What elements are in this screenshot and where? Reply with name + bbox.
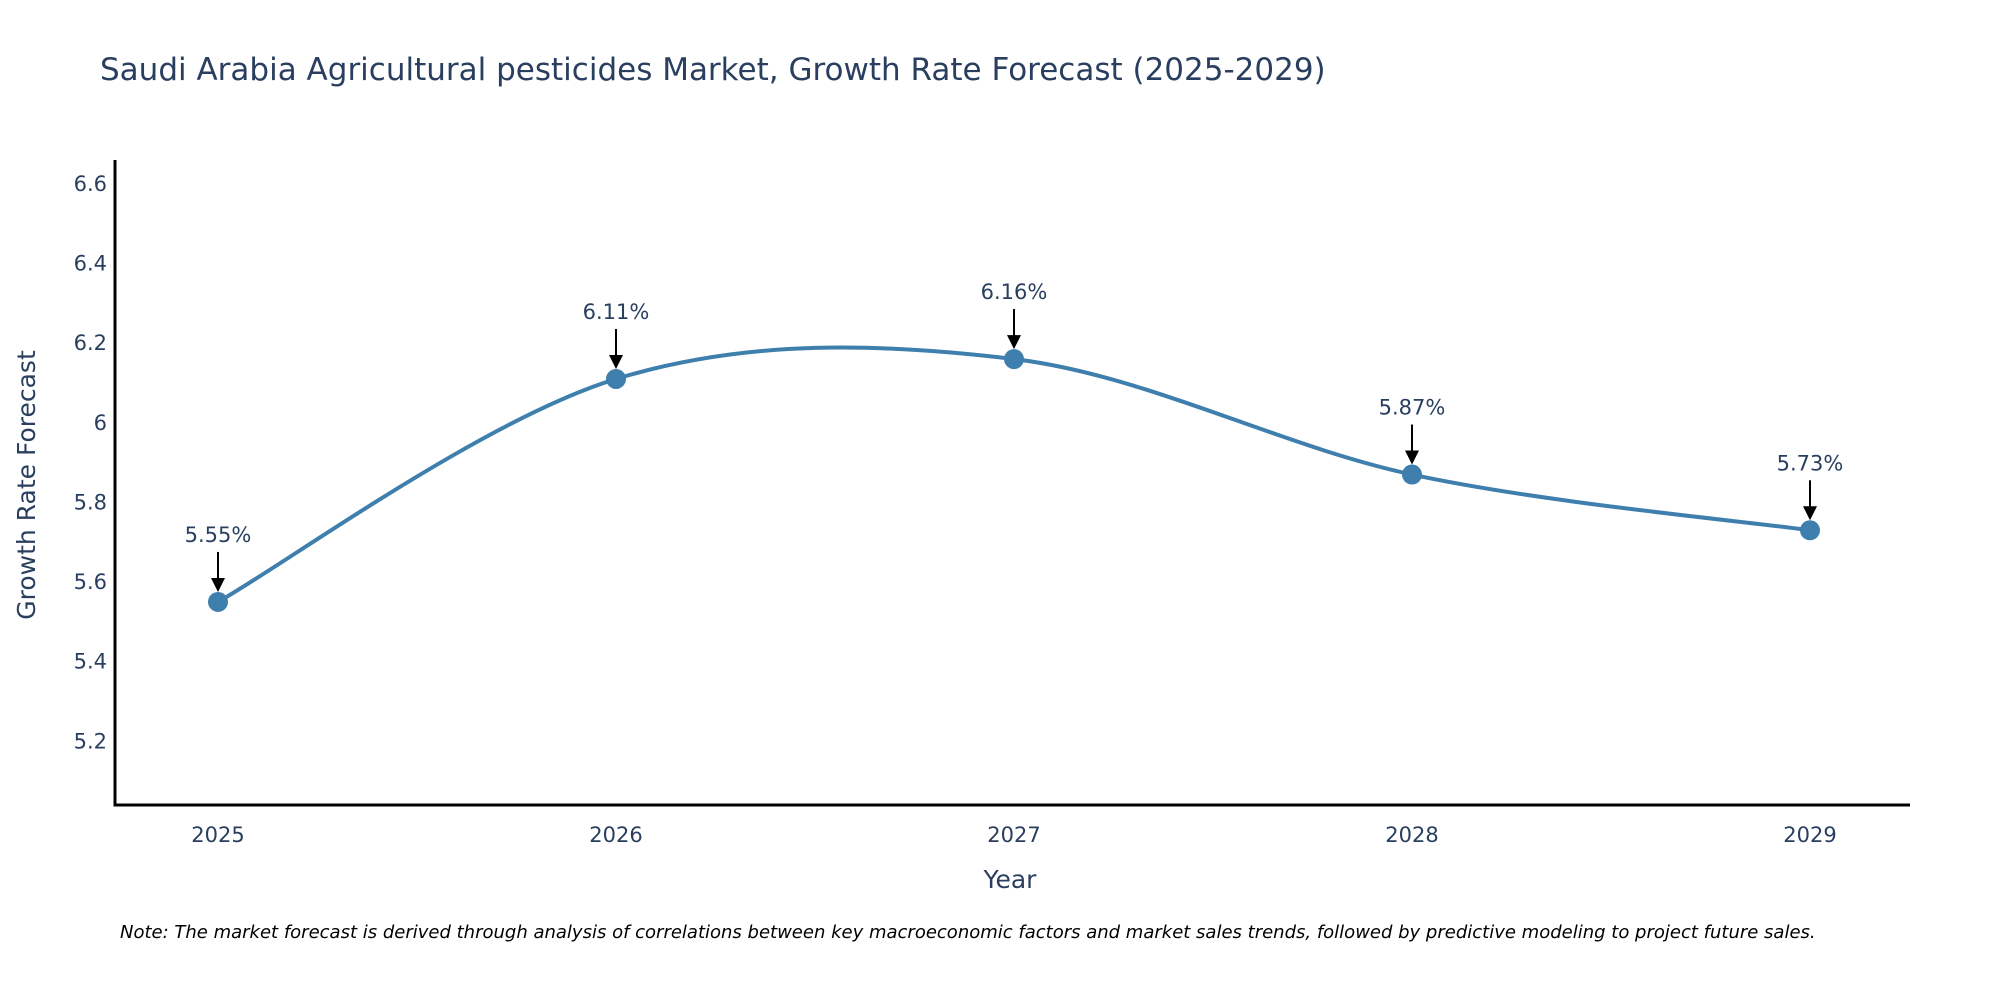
annotation-arrow-head bbox=[609, 354, 623, 369]
y-tick-label: 5.6 bbox=[74, 570, 107, 594]
data-markers bbox=[208, 349, 1820, 612]
x-tick-label: 2026 bbox=[589, 823, 642, 847]
annotation-arrow-head bbox=[211, 577, 225, 592]
x-axis-ticks: 2025 2026 2027 2028 2029 bbox=[191, 823, 1836, 847]
x-tick-label: 2028 bbox=[1385, 823, 1438, 847]
data-label: 5.87% bbox=[1379, 396, 1446, 420]
y-tick-label: 6.2 bbox=[74, 331, 107, 355]
x-axis-title: Year bbox=[983, 865, 1038, 894]
x-tick-label: 2027 bbox=[987, 823, 1040, 847]
data-point bbox=[208, 591, 228, 612]
footnote: Note: The market forecast is derived thr… bbox=[120, 922, 1816, 943]
y-tick-label: 6 bbox=[94, 411, 107, 435]
data-label: 6.16% bbox=[981, 280, 1048, 304]
data-point bbox=[1402, 464, 1422, 485]
series-line bbox=[217, 345, 1811, 604]
x-tick-label: 2029 bbox=[1783, 823, 1836, 847]
data-point bbox=[1800, 520, 1820, 541]
y-tick-label: 5.2 bbox=[74, 729, 107, 753]
data-point bbox=[1004, 349, 1024, 370]
annotation-arrow-head bbox=[1007, 335, 1021, 350]
y-tick-label: 6.4 bbox=[74, 252, 107, 276]
annotation-arrow-head bbox=[1803, 506, 1817, 521]
data-label: 5.73% bbox=[1777, 451, 1844, 475]
data-label: 6.11% bbox=[583, 300, 650, 324]
y-axis-ticks: 5.2 5.4 5.6 5.8 6 6.2 6.4 6.6 bbox=[74, 172, 107, 753]
y-tick-label: 6.6 bbox=[74, 172, 107, 196]
annotation-arrow-head bbox=[1405, 450, 1419, 465]
data-point bbox=[606, 368, 626, 389]
data-annotations: 5.55% 6.11% 6.16% 5.87% 5.73% bbox=[185, 280, 1844, 592]
y-tick-label: 5.8 bbox=[74, 490, 107, 514]
y-axis-title: Growth Rate Forecast bbox=[12, 350, 41, 620]
chart-title: Saudi Arabia Agricultural pesticides Mar… bbox=[100, 52, 1326, 88]
data-label: 5.55% bbox=[185, 523, 252, 547]
y-tick-label: 5.4 bbox=[74, 650, 107, 674]
x-tick-label: 2025 bbox=[191, 823, 244, 847]
